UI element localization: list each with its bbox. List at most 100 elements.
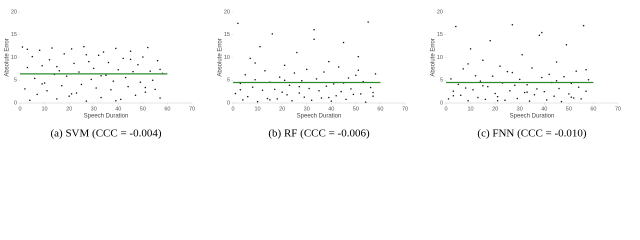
point <box>369 86 372 89</box>
point <box>24 88 26 90</box>
x-tick-label: 70 <box>615 106 621 112</box>
point <box>526 91 528 93</box>
point <box>342 41 345 44</box>
point <box>320 97 323 99</box>
point <box>482 84 484 87</box>
point <box>313 38 315 41</box>
point <box>129 50 132 52</box>
point <box>308 87 310 90</box>
point <box>325 85 328 87</box>
point <box>142 56 144 58</box>
point <box>73 62 75 65</box>
point <box>506 70 509 73</box>
point <box>563 75 565 78</box>
point <box>251 86 254 88</box>
point <box>291 99 293 102</box>
x-tick-label: 30 <box>517 106 523 112</box>
point <box>254 62 256 64</box>
point <box>254 79 256 81</box>
point <box>100 96 102 99</box>
point <box>526 84 528 86</box>
point <box>234 92 237 95</box>
point <box>36 93 38 96</box>
point <box>83 45 85 48</box>
point <box>271 33 274 35</box>
point <box>264 69 266 72</box>
point <box>575 70 577 72</box>
point <box>372 95 374 97</box>
point <box>545 99 548 101</box>
y-tick-label: 5 <box>227 78 230 84</box>
point <box>504 99 506 102</box>
point <box>259 45 261 48</box>
point <box>56 98 58 100</box>
point <box>90 78 93 81</box>
x-axis-label: Speech Duration <box>510 114 555 120</box>
point <box>467 99 469 102</box>
point <box>482 59 484 61</box>
point <box>565 44 568 46</box>
point <box>85 100 88 102</box>
point <box>553 95 555 97</box>
point <box>496 99 499 102</box>
point <box>256 100 259 103</box>
point <box>472 89 474 91</box>
point <box>541 76 543 79</box>
point <box>112 80 115 82</box>
panel: 0 5 10 15 20 0 10 20 30 40 50 60 70 Speech Duration Ab… <box>431 9 621 139</box>
point <box>350 88 352 90</box>
point <box>531 67 533 69</box>
point <box>144 86 147 89</box>
point <box>298 85 301 88</box>
point <box>318 89 320 92</box>
y-tick-label: 10 <box>11 55 17 61</box>
x-tick-label: 0 <box>18 106 21 112</box>
point <box>127 85 129 88</box>
point <box>46 89 48 92</box>
point <box>41 64 43 67</box>
point <box>528 100 531 102</box>
point <box>58 69 61 72</box>
point <box>41 83 43 85</box>
point <box>139 81 142 83</box>
x-tick-label: 10 <box>255 106 261 112</box>
point <box>328 96 330 99</box>
x-tick-label: 0 <box>444 106 447 112</box>
point <box>587 79 590 81</box>
point <box>357 69 360 71</box>
x-tick-label: 20 <box>279 106 285 112</box>
y-tick-label: 5 <box>14 78 17 84</box>
y-tick-label: 20 <box>437 9 443 15</box>
point <box>149 70 151 72</box>
point <box>489 39 491 42</box>
point <box>286 94 288 96</box>
point <box>538 34 541 36</box>
point <box>56 65 58 68</box>
point <box>509 89 511 92</box>
point <box>159 97 161 99</box>
point <box>518 78 521 81</box>
point <box>283 64 286 66</box>
caption: (b) RF (CCC = -0.006) <box>268 128 370 140</box>
point <box>494 92 496 95</box>
point <box>26 48 29 51</box>
point <box>88 60 90 63</box>
point <box>151 79 154 81</box>
point <box>573 97 575 99</box>
point <box>269 99 271 101</box>
point <box>499 65 501 67</box>
x-tick-label: 0 <box>231 106 234 112</box>
x-tick-label: 70 <box>402 106 408 112</box>
point <box>313 28 315 31</box>
point <box>479 80 482 82</box>
point <box>33 77 36 80</box>
x-tick-label: 50 <box>140 106 146 112</box>
point <box>119 98 122 101</box>
point <box>68 95 70 97</box>
point <box>452 90 455 92</box>
point <box>75 92 78 94</box>
point <box>276 98 278 100</box>
point <box>477 96 479 99</box>
point <box>156 59 159 62</box>
